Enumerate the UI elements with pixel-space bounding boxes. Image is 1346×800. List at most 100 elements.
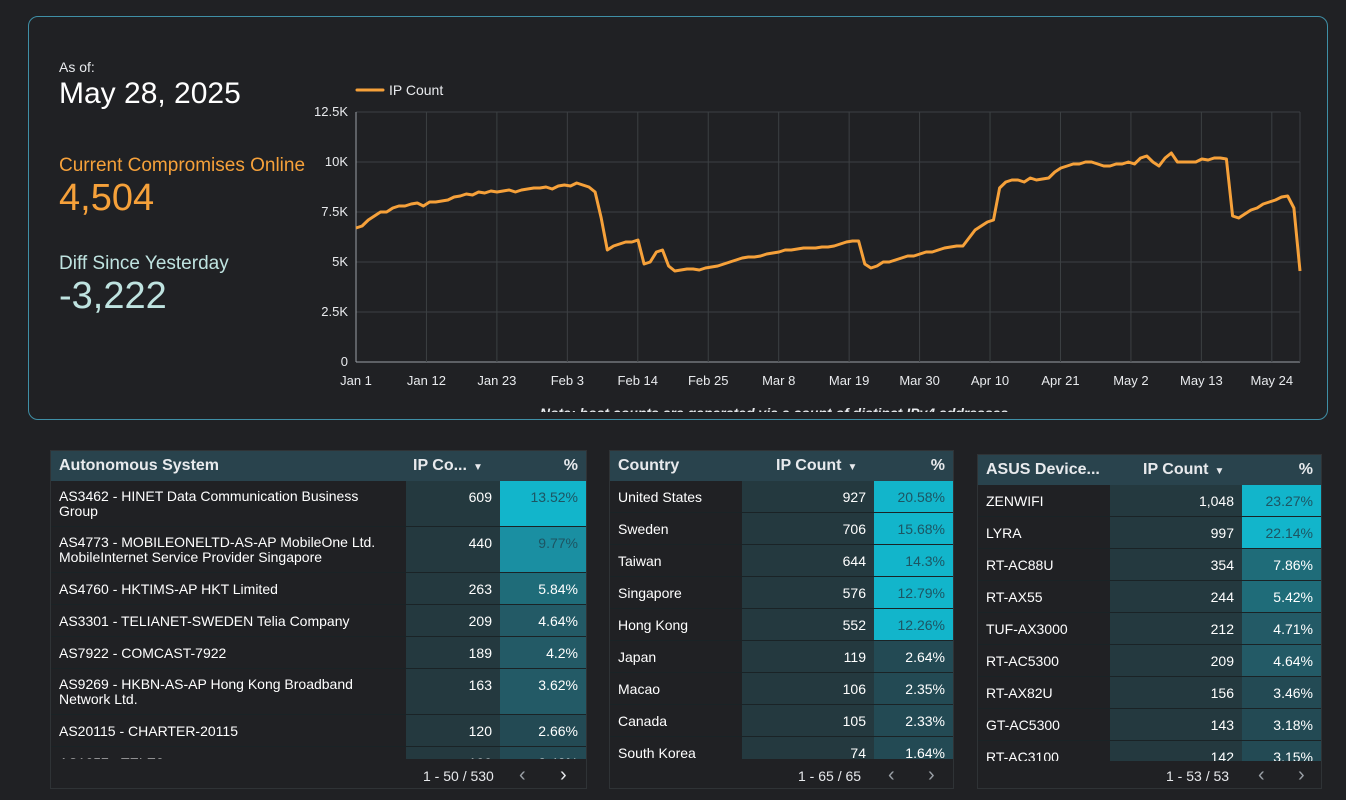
column-header-percent[interactable]: % — [1298, 461, 1313, 478]
percent-cell-bg — [1242, 741, 1321, 761]
autonomous-system-table: Autonomous System IP Co... ▼ % AS3462 - H… — [50, 450, 587, 789]
x-tick-label: Feb 14 — [618, 373, 658, 388]
count-cell: 109 — [406, 755, 492, 759]
table-row[interactable]: AS4760 - HKTIMS-AP HKT Limited 263 5.84% — [51, 573, 586, 605]
chevron-left-icon[interactable]: ‹ — [888, 764, 895, 786]
column-header-country[interactable]: Country — [618, 457, 680, 474]
y-tick-label: 10K — [325, 154, 348, 169]
percent-cell-bg — [500, 527, 586, 572]
table-row[interactable]: TUF-AX3000 212 4.71% — [978, 613, 1321, 645]
count-cell-bg — [1110, 677, 1242, 708]
column-header-percent[interactable]: % — [563, 457, 578, 474]
table-row[interactable]: AS3301 - TELIANET-SWEDEN Telia Company 20… — [51, 605, 586, 637]
name-cell: AS4760 - HKTIMS-AP HKT Limited — [59, 581, 278, 597]
column-header-ip-count[interactable]: IP Count ▼ — [1143, 461, 1225, 478]
percent-cell: 3.62% — [538, 677, 578, 693]
percent-cell: 1.64% — [905, 745, 945, 759]
percent-cell: 2.64% — [905, 649, 945, 665]
chevron-right-icon[interactable]: › — [1298, 764, 1305, 786]
percent-cell: 5.84% — [538, 581, 578, 597]
percent-cell: 14.3% — [905, 553, 945, 569]
count-cell: 1,048 — [1198, 493, 1234, 509]
table-row[interactable]: Macao 106 2.35% — [610, 673, 953, 705]
table-row[interactable]: Taiwan 644 14.3% — [610, 545, 953, 577]
x-tick-label: May 24 — [1251, 373, 1294, 388]
table-row[interactable]: Sweden 706 15.68% — [610, 513, 953, 545]
count-cell: 263 — [468, 581, 492, 597]
table-row[interactable]: LYRA 997 22.14% — [978, 517, 1321, 549]
percent-cell-bg — [874, 737, 953, 759]
x-tick-label: Mar 19 — [829, 373, 869, 388]
chevron-right-icon[interactable]: › — [928, 764, 935, 786]
count-cell-bg — [1110, 485, 1242, 516]
chevron-left-icon[interactable]: ‹ — [1258, 764, 1265, 786]
column-header-ip-count[interactable]: IP Co... ▼ — [413, 457, 483, 474]
table-row[interactable]: RT-AC3100 142 3.15% — [978, 741, 1321, 761]
percent-cell-bg — [1242, 645, 1321, 676]
x-tick-label: May 2 — [1113, 373, 1148, 388]
count-cell-bg — [742, 673, 874, 704]
percent-cell-bg — [500, 715, 586, 746]
count-cell-bg — [742, 641, 874, 672]
name-cell: AS20115 - CHARTER-20115 — [59, 723, 238, 739]
percent-cell: 3.46% — [1273, 685, 1313, 701]
count-cell: 997 — [1210, 525, 1234, 541]
name-cell: RT-AC88U — [986, 557, 1054, 573]
table-row[interactable]: Canada 105 2.33% — [610, 705, 953, 737]
table-row[interactable]: AS20115 - CHARTER-20115 120 2.66% — [51, 715, 586, 747]
table-row[interactable]: Singapore 576 12.79% — [610, 577, 953, 609]
column-header-percent[interactable]: % — [930, 457, 945, 474]
as-of-label: As of: — [59, 59, 95, 75]
table-row[interactable]: GT-AC5300 143 3.18% — [978, 709, 1321, 741]
count-cell: 120 — [468, 723, 492, 739]
count-cell: 142 — [1210, 749, 1234, 761]
count-cell-bg — [1110, 741, 1242, 761]
table-row[interactable]: RT-AX82U 156 3.46% — [978, 677, 1321, 709]
table-row[interactable]: AS3462 - HINET Data Communication Busine… — [51, 481, 586, 527]
table-row[interactable]: AS9269 - HKBN-AS-AP Hong Kong Broadband … — [51, 669, 586, 715]
count-cell: 609 — [468, 489, 492, 505]
table-row[interactable]: Japan 119 2.64% — [610, 641, 953, 673]
count-cell: 209 — [1210, 653, 1234, 669]
name-cell: TUF-AX3000 — [986, 621, 1068, 637]
table-row[interactable]: RT-AC88U 354 7.86% — [978, 549, 1321, 581]
table-row[interactable]: RT-AX55 244 5.42% — [978, 581, 1321, 613]
percent-cell-bg — [874, 545, 953, 576]
percent-cell: 4.71% — [1273, 621, 1313, 637]
name-cell: AS3462 - HINET Data Communication Busine… — [59, 488, 359, 519]
count-cell-bg — [1110, 613, 1242, 644]
percent-cell: 12.79% — [897, 585, 945, 601]
table-row[interactable]: Hong Kong 552 12.26% — [610, 609, 953, 641]
percent-cell: 20.58% — [897, 489, 945, 505]
column-header-autonomous-system[interactable]: Autonomous System — [59, 457, 220, 474]
name-cell: United States — [618, 489, 703, 505]
table-row[interactable]: United States 927 20.58% — [610, 481, 953, 513]
table-row[interactable]: AS4773 - MOBILEONELTD-AS-AP MobileOne Lt… — [51, 527, 586, 573]
table-row[interactable]: ZENWIFI 1,048 23.27% — [978, 485, 1321, 517]
sort-desc-icon: ▼ — [472, 462, 483, 473]
chevron-left-icon[interactable]: ‹ — [519, 764, 526, 786]
table-row[interactable]: AS1257 - TELE2 109 2.42% — [51, 747, 586, 759]
table-row[interactable]: RT-AC5300 209 4.64% — [978, 645, 1321, 677]
percent-cell: 12.26% — [897, 617, 945, 633]
count-cell-bg — [742, 609, 874, 640]
percent-cell-bg — [500, 481, 586, 526]
count-cell-bg — [742, 545, 874, 576]
name-cell: RT-AC5300 — [986, 653, 1059, 669]
percent-cell: 2.66% — [538, 723, 578, 739]
table-row[interactable]: South Korea 74 1.64% — [610, 737, 953, 759]
count-cell-bg — [742, 481, 874, 512]
column-header-asus-device[interactable]: ASUS Device... — [986, 461, 1100, 478]
name-cell: Japan — [618, 649, 657, 665]
count-cell-bg — [1110, 517, 1242, 548]
pagination-text: 1 - 65 / 65 — [798, 768, 862, 784]
count-cell-bg — [742, 513, 874, 544]
table-row[interactable]: AS7922 - COMCAST-7922 189 4.2% — [51, 637, 586, 669]
percent-cell-bg — [874, 673, 953, 704]
percent-cell: 4.64% — [1273, 653, 1313, 669]
name-cell: AS7922 - COMCAST-7922 — [59, 645, 227, 661]
chevron-right-icon[interactable]: › — [560, 764, 567, 786]
column-header-ip-count[interactable]: IP Count ▼ — [776, 457, 858, 474]
percent-cell-bg — [874, 609, 953, 640]
table-body: ZENWIFI 1,048 23.27% LYRA 997 22.14% RT-AC88U 3… — [978, 485, 1321, 761]
